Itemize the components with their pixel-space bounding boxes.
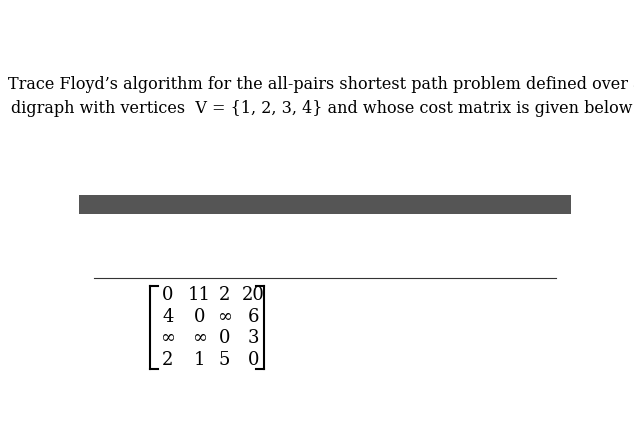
Text: ∞: ∞ xyxy=(160,329,175,347)
Text: 0: 0 xyxy=(162,286,174,304)
Text: 1: 1 xyxy=(194,351,205,369)
Text: 2: 2 xyxy=(219,286,230,304)
Text: Trace Floyd’s algorithm for the all-pairs shortest path problem defined over a: Trace Floyd’s algorithm for the all-pair… xyxy=(8,76,634,93)
Text: ∞: ∞ xyxy=(192,329,207,347)
Text: 0: 0 xyxy=(194,308,205,326)
Text: 5: 5 xyxy=(219,351,230,369)
Text: 11: 11 xyxy=(188,286,211,304)
Text: 20: 20 xyxy=(242,286,265,304)
Text: digraph with vertices  V = {1, 2, 3, 4} and whose cost matrix is given below:: digraph with vertices V = {1, 2, 3, 4} a… xyxy=(11,100,634,117)
Text: 2: 2 xyxy=(162,351,173,369)
FancyBboxPatch shape xyxy=(79,195,571,214)
Text: 4: 4 xyxy=(162,308,173,326)
Text: 3: 3 xyxy=(248,329,259,347)
Text: 0: 0 xyxy=(219,329,230,347)
Text: ∞: ∞ xyxy=(217,308,231,326)
Text: 6: 6 xyxy=(248,308,259,326)
Text: 0: 0 xyxy=(248,351,259,369)
